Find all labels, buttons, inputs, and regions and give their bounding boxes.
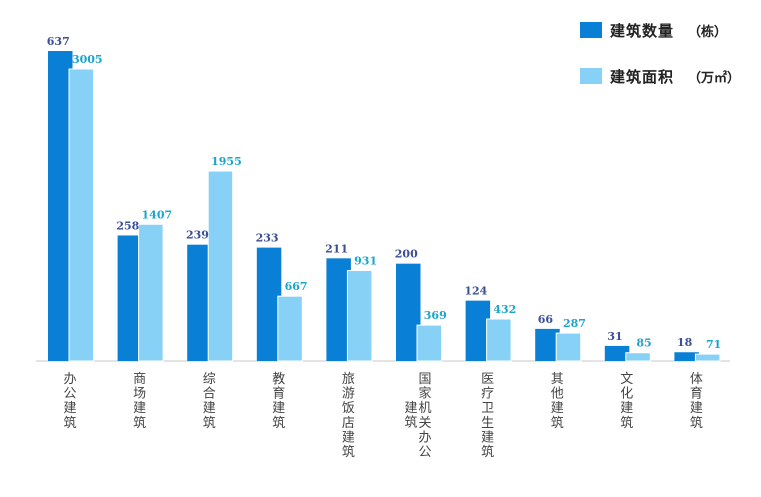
bar-area-1 (68, 68, 94, 362)
legend-swatch-area (580, 68, 602, 84)
bar-count-1 (48, 51, 73, 361)
bar-count-5 (326, 258, 351, 361)
data-label-count-10: 18 (677, 336, 693, 349)
category-label-1: 办公建筑 (63, 372, 76, 431)
data-label-count-3: 239 (186, 229, 209, 242)
data-label-count-9: 31 (607, 330, 622, 343)
legend-unit-area: （万㎡） (688, 70, 741, 86)
category-label-5: 旅游饭店建筑 (342, 372, 355, 460)
legend-label-area: 建筑面积 (610, 67, 675, 86)
data-label-area-7: 432 (493, 303, 516, 316)
bar-count-10 (674, 352, 699, 361)
category-label-4: 教育建筑 (272, 371, 285, 431)
data-label-area-8: 287 (563, 317, 586, 330)
bar-area-6 (416, 324, 442, 362)
data-label-area-5: 931 (354, 255, 377, 268)
data-label-count-4: 233 (256, 232, 279, 245)
bar-count-6 (396, 263, 421, 361)
legend-unit-count: （栋） (688, 24, 728, 40)
data-label-count-6: 200 (395, 248, 418, 261)
legend-item-area: 建筑面积 （万㎡） (580, 64, 740, 88)
category-label-6-col2: 建筑 (404, 401, 417, 431)
bar-count-9 (604, 345, 630, 361)
data-label-area-9: 85 (636, 337, 651, 350)
bar-area-10 (694, 353, 721, 362)
category-label-7: 医疗卫生建筑 (481, 372, 494, 460)
legend: 建筑数量 （栋） 建筑面积 （万㎡） (580, 18, 740, 110)
category-label-9: 文化建筑 (620, 372, 633, 431)
legend-swatch-count (580, 22, 602, 38)
data-label-count-1: 637 (47, 35, 70, 48)
legend-item-count: 建筑数量 （栋） (580, 18, 740, 42)
data-label-area-6: 369 (424, 309, 447, 322)
data-label-count-8: 66 (538, 313, 554, 326)
data-label-count-5: 211 (325, 242, 348, 255)
data-label-area-10: 71 (706, 338, 721, 351)
bar-count-2 (117, 235, 143, 361)
data-label-area-3: 1955 (211, 155, 242, 168)
bar-area-9 (625, 352, 651, 362)
data-label-area-4: 667 (285, 280, 308, 293)
data-label-count-7: 124 (464, 285, 487, 298)
bar-area-7 (486, 318, 512, 362)
bar-count-4 (256, 247, 282, 361)
data-label-area-2: 1407 (142, 208, 173, 221)
data-label-area-1: 3005 (72, 53, 103, 66)
bar-count-8 (535, 328, 560, 361)
category-label-2: 商场建筑 (133, 372, 146, 431)
category-label-10: 体育建筑 (690, 372, 703, 431)
legend-label-count: 建筑数量 (610, 21, 675, 40)
bar-area-5 (346, 270, 373, 362)
category-label-3: 综合建筑 (203, 372, 216, 431)
bar-area-8 (555, 332, 582, 362)
category-label-8: 其他建筑 (551, 372, 564, 431)
bar-area-3 (207, 170, 234, 362)
bar-count-7 (465, 300, 491, 361)
bar-area-4 (277, 295, 303, 362)
bar-area-2 (138, 223, 164, 362)
category-label-6-col1: 国家机关办公 (418, 372, 431, 460)
data-label-count-2: 258 (116, 219, 139, 232)
bar-count-3 (187, 244, 212, 361)
